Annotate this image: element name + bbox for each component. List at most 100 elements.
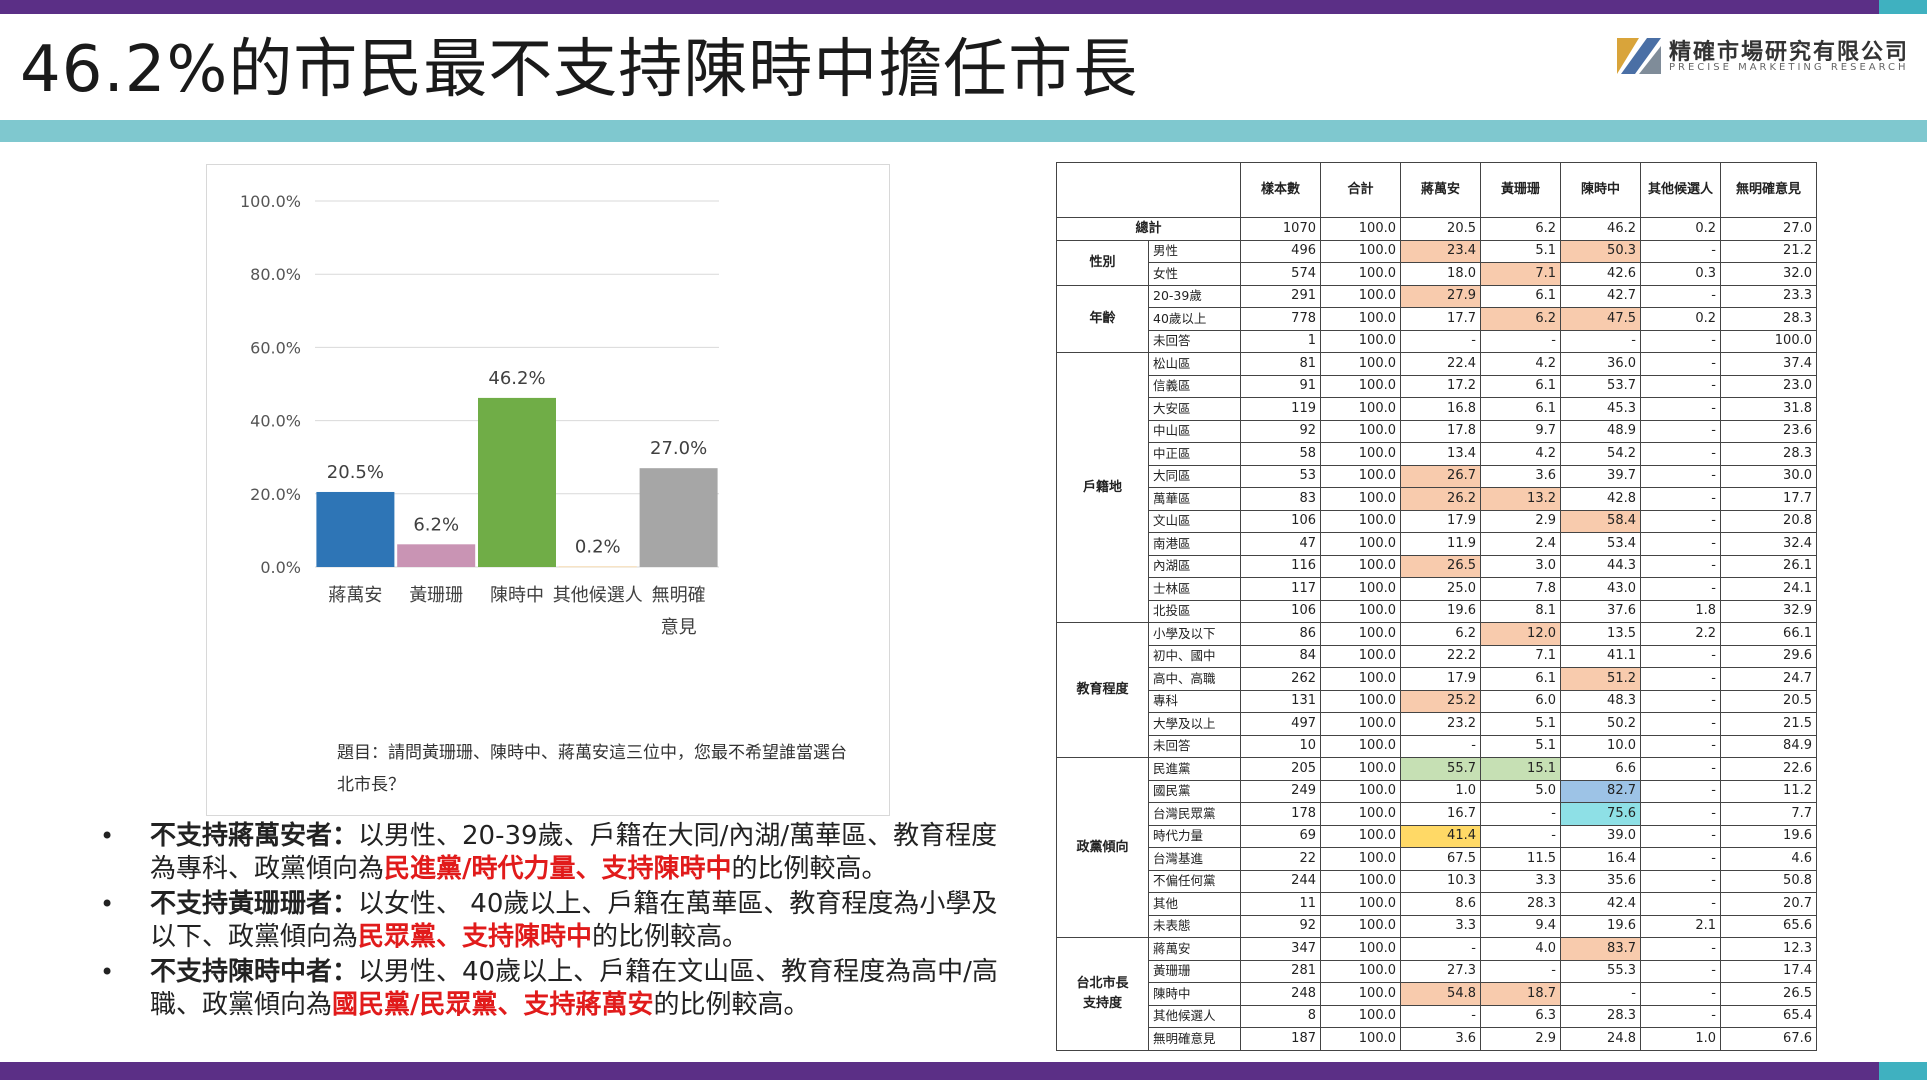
table-cell: 6.1 (1480, 284, 1561, 308)
table-cell: - (1640, 442, 1721, 466)
x-category-label: 其他候選人 (553, 585, 643, 606)
table-cell: 23.6 (1720, 419, 1817, 443)
table-cell: 48.3 (1560, 689, 1641, 713)
table-cell: 100.0 (1320, 982, 1401, 1006)
table-cell: 42.7 (1560, 284, 1641, 308)
table-cell: - (1640, 509, 1721, 533)
table-cell: 67.6 (1720, 1027, 1817, 1051)
table-cell: 574 (1240, 262, 1321, 286)
table-cell: 778 (1240, 307, 1321, 331)
table-cell: 55.7 (1400, 757, 1481, 781)
finding-text: 以男性、20-39歲、戶籍在大同/內湖/萬華區、教育程度為專科、政黨傾向為 (150, 821, 998, 884)
table-cell: - (1640, 1004, 1721, 1028)
table-cell: 10.0 (1560, 734, 1641, 758)
table-cell: 13.5 (1560, 622, 1641, 646)
row-label: 士林區 (1148, 577, 1241, 601)
table-row: 女性 574 100.0 18.0 7.1 42.6 0.3 32.0 (1057, 262, 1817, 286)
table-cell: - (1640, 869, 1721, 893)
table-cell: 42.8 (1560, 487, 1641, 511)
table-cell: 205 (1240, 757, 1321, 781)
table-cell: 47.5 (1560, 307, 1641, 331)
row-label: 中山區 (1148, 419, 1241, 443)
table-cell: 2.9 (1480, 1027, 1561, 1051)
table-cell: 10.3 (1400, 869, 1481, 893)
table-cell: 81 (1240, 352, 1321, 376)
table-cell: 44.3 (1560, 554, 1641, 578)
table-cell: 100.0 (1320, 262, 1401, 286)
table-cell: 21.5 (1720, 712, 1817, 736)
table-row: 國民黨 249 100.0 1.0 5.0 82.7-11.2 (1057, 779, 1817, 803)
table-cell: 4.2 (1480, 352, 1561, 376)
table-cell: 116 (1240, 554, 1321, 578)
table-cell: 6.2 (1400, 622, 1481, 646)
table-row: 40歲以上 778 100.0 17.7 6.2 47.5 0.2 28.3 (1057, 307, 1817, 331)
table-row: 中正區 58 100.0 13.4 4.2 54.2-28.3 (1057, 442, 1817, 466)
finding-tail: 的比例較高。 (592, 922, 749, 952)
table-cell: 20.8 (1720, 509, 1817, 533)
table-cell: 18.0 (1400, 262, 1481, 286)
y-tick-label: 0.0% (260, 558, 301, 577)
table-cell: 100.0 (1320, 217, 1401, 241)
y-tick-label: 40.0% (250, 412, 301, 431)
table-cell: 1070 (1240, 217, 1321, 241)
table-row: 士林區 117 100.0 25.0 7.8 43.0-24.1 (1057, 577, 1817, 601)
total-label: 總計 (1056, 217, 1241, 241)
table-cell: 3.6 (1400, 1027, 1481, 1051)
table-row: 大安區 119 100.0 16.8 6.1 45.3-31.8 (1057, 397, 1817, 421)
row-label: 專科 (1148, 689, 1241, 713)
table-cell: 17.2 (1400, 374, 1481, 398)
bar-value-label: 0.2% (575, 536, 621, 557)
table-cell: 26.7 (1400, 464, 1481, 488)
table-corner (1056, 162, 1241, 218)
table-cell: - (1480, 329, 1561, 353)
table-cell: 100.0 (1320, 239, 1401, 263)
table-cell: - (1480, 959, 1561, 983)
table-cell: 7.7 (1720, 802, 1817, 826)
table-cell: 100.0 (1320, 644, 1401, 668)
group-label: 年齡 (1056, 284, 1149, 353)
table-cell: 100.0 (1320, 397, 1401, 421)
header-sample: 樣本數 (1240, 162, 1321, 218)
table-cell: 45.3 (1560, 397, 1641, 421)
bar (558, 566, 637, 568)
table-cell: 11.9 (1400, 532, 1481, 556)
table-cell: 92 (1240, 914, 1321, 938)
table-row: 年齡 20-39歲 291 100.0 27.9 6.1 42.7-23.3 (1056, 284, 1817, 353)
table-cell: 46.2 (1560, 217, 1641, 241)
row-label: 大安區 (1148, 397, 1241, 421)
table-cell: 2.4 (1480, 532, 1561, 556)
bar-value-label: 46.2% (488, 368, 545, 389)
group-label: 教育程度 (1056, 622, 1149, 758)
table-cell: 20.5 (1720, 689, 1817, 713)
header-band (0, 120, 1927, 142)
table-cell: - (1640, 802, 1721, 826)
table-cell: 67.5 (1400, 847, 1481, 871)
table-cell: 43.0 (1560, 577, 1641, 601)
table-cell: 54.2 (1560, 442, 1641, 466)
table-cell: - (1640, 892, 1721, 916)
table-cell: - (1400, 734, 1481, 758)
bar (397, 544, 476, 567)
table-cell: 29.6 (1720, 644, 1817, 668)
group-label: 政黨傾向 (1056, 757, 1149, 938)
table-cell: 100.0 (1320, 824, 1401, 848)
row-label: 男性 (1148, 239, 1241, 263)
table-cell: 24.8 (1560, 1027, 1641, 1051)
table-cell: 23.0 (1720, 374, 1817, 398)
table-cell: 50.3 (1560, 239, 1641, 263)
row-label: 40歲以上 (1148, 307, 1241, 331)
top-bar (0, 0, 1927, 14)
table-cell: 12.3 (1720, 937, 1817, 961)
table-cell: 100.0 (1320, 847, 1401, 871)
row-label: 文山區 (1148, 509, 1241, 533)
table-cell: 23.4 (1400, 239, 1481, 263)
table-row-total: 總計 1070 100.0 20.5 6.2 46.2 0.2 27.0 (1056, 217, 1817, 241)
table-cell: - (1640, 689, 1721, 713)
bar (478, 397, 556, 567)
row-label: 未回答 (1148, 329, 1241, 353)
table-cell: 100.0 (1320, 284, 1401, 308)
header-no-opinion: 無明確意見 (1720, 162, 1817, 218)
table-cell: - (1640, 779, 1721, 803)
table-cell: 51.2 (1560, 667, 1641, 691)
table-cell: 100.0 (1320, 622, 1401, 646)
